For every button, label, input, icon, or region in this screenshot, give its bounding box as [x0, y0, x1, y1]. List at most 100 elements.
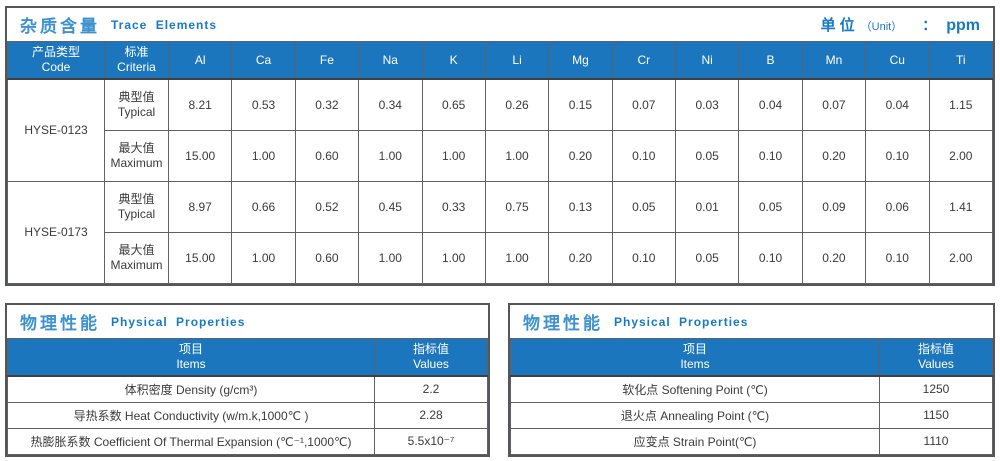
value-cell: 15.00 — [167, 129, 233, 182]
unit-label-zh: 单位 — [820, 17, 859, 34]
criteria-en: Typical — [117, 206, 156, 221]
criteria-header-en: Criteria — [117, 60, 156, 74]
value-cell: 0.05 — [738, 180, 803, 233]
criteria-cell: 最大值 Maximum — [104, 129, 169, 182]
value-cell: 0.10 — [611, 231, 677, 284]
value-cell: 0.75 — [484, 180, 550, 233]
column-header-element-mg: Mg — [548, 41, 613, 80]
value-cell: 2.28 — [374, 401, 488, 429]
item-cell: 应变点 Strain Point(℃) — [510, 427, 880, 455]
unit-colon: ： — [922, 17, 937, 33]
value-cell: 1.00 — [484, 231, 550, 284]
value-cell: 0.10 — [611, 129, 677, 182]
column-header-items: 项目 Items — [510, 338, 880, 377]
value-cell: 2.00 — [928, 231, 993, 284]
column-header-element-cr: Cr — [611, 41, 677, 80]
item-cell: 软化点 Softening Point (℃) — [510, 375, 880, 403]
code-header-zh: 产品类型 — [31, 45, 80, 59]
item-cell: 体积密度 Density (g/cm³) — [7, 375, 375, 403]
physical-properties-panel-right: 物理性能 Physical Properties 项目 Items 指标值 Va… — [508, 303, 995, 457]
column-header-values: 指标值 Values — [879, 338, 993, 377]
value-cell: 0.20 — [801, 231, 867, 284]
column-header-element-b: B — [738, 41, 803, 80]
value-cell: 0.05 — [674, 129, 740, 182]
physical-right-header: 项目 Items 指标值 Values — [510, 338, 993, 377]
value-cell: 2.00 — [928, 129, 993, 182]
criteria-en: Maximum — [110, 257, 163, 272]
physical-left-title-zh: 物理性能 — [20, 314, 100, 333]
trace-elements-titlebar: 杂质含量 Trace Elements 单位 （Unit） ： ppm — [7, 8, 993, 41]
table-row-annealing-point: 退火点 Annealing Point (℃) 1150 — [510, 401, 993, 429]
item-cell: 热膨胀系数 Coefficient Of Thermal Expansion (… — [7, 427, 375, 455]
column-header-element-ti: Ti — [928, 41, 993, 80]
value-cell: 0.13 — [548, 180, 613, 233]
value-cell: 0.45 — [358, 180, 423, 233]
physical-right-titlebar: 物理性能 Physical Properties — [510, 305, 993, 338]
value-cell: 0.07 — [611, 78, 677, 131]
value-cell: 1150 — [879, 401, 993, 429]
physical-right-title-en: Physical Properties — [614, 314, 749, 329]
physical-left-header: 项目 Items 指标值 Values — [7, 338, 488, 377]
criteria-cell: 典型值 Typical — [104, 78, 169, 131]
column-header-element-fe: Fe — [294, 41, 360, 80]
value-cell: 0.09 — [801, 180, 867, 233]
column-header-element-k: K — [421, 41, 486, 80]
values-header-en: Values — [918, 357, 954, 371]
trace-elements-table: 产品类型 Code 标准 Criteria Al Ca Fe Na K Li M… — [7, 41, 993, 284]
value-cell: 0.05 — [611, 180, 677, 233]
column-header-values: 指标值 Values — [374, 338, 488, 377]
criteria-cell: 最大值 Maximum — [104, 231, 169, 284]
trace-title-en: Trace Elements — [111, 17, 218, 32]
value-cell: 1.00 — [421, 129, 486, 182]
value-cell: 0.10 — [865, 129, 930, 182]
value-cell: 0.52 — [294, 180, 360, 233]
value-cell: 0.15 — [548, 78, 613, 131]
value-cell: 1.00 — [231, 129, 296, 182]
column-header-element-ni: Ni — [674, 41, 740, 80]
value-cell: 1.41 — [928, 180, 993, 233]
table-row-heat-conductivity: 导热系数 Heat Conductivity (w/m.k,1000℃ ) 2.… — [7, 401, 488, 429]
column-header-element-na: Na — [358, 41, 423, 80]
column-header-element-al: Al — [167, 41, 233, 80]
table-row-strain-point: 应变点 Strain Point(℃) 1110 — [510, 427, 993, 455]
table-row-thermal-expansion: 热膨胀系数 Coefficient Of Thermal Expansion (… — [7, 427, 488, 455]
value-cell: 0.32 — [294, 78, 360, 131]
values-header-zh: 指标值 — [412, 342, 449, 356]
column-header-element-li: Li — [484, 41, 550, 80]
value-cell: 0.06 — [865, 180, 930, 233]
column-header-items: 项目 Items — [7, 338, 375, 377]
table-row-hyse0173-typical: HYSE-0173 典型值 Typical 8.97 0.66 0.52 0.4… — [7, 180, 993, 284]
items-header-en: Items — [680, 357, 710, 371]
physical-right-title-zh: 物理性能 — [523, 314, 603, 333]
value-cell: 0.01 — [674, 180, 740, 233]
criteria-en: Typical — [117, 104, 156, 119]
value-cell: 0.20 — [801, 129, 867, 182]
value-cell: 0.20 — [548, 231, 613, 284]
code-header-en: Code — [41, 60, 71, 74]
value-cell: 0.04 — [738, 78, 803, 131]
physical-properties-table-right: 项目 Items 指标值 Values 软化点 Softening Point … — [510, 338, 993, 455]
table-row-softening-point: 软化点 Softening Point (℃) 1250 — [510, 375, 993, 403]
items-header-en: Items — [176, 357, 206, 371]
value-cell: 0.10 — [738, 129, 803, 182]
item-cell: 退火点 Annealing Point (℃) — [510, 401, 880, 429]
value-cell: 0.05 — [674, 231, 740, 284]
value-cell: 0.10 — [865, 231, 930, 284]
value-cell: 15.00 — [167, 231, 233, 284]
value-cell: 0.20 — [548, 129, 613, 182]
physical-left-titlebar: 物理性能 Physical Properties — [7, 305, 488, 338]
criteria-zh: 典型值 — [118, 89, 155, 104]
column-header-criteria: 标准 Criteria — [104, 41, 169, 80]
physical-properties-table-left: 项目 Items 指标值 Values 体积密度 Density (g/cm³)… — [7, 338, 488, 455]
table-row-density: 体积密度 Density (g/cm³) 2.2 — [7, 375, 488, 403]
value-cell: 1.00 — [484, 129, 550, 182]
value-cell: 0.10 — [738, 231, 803, 284]
table-row-hyse0123-typical: HYSE-0123 典型值 Typical 8.21 0.53 0.32 0.3… — [7, 78, 993, 182]
physical-properties-panel-left: 物理性能 Physical Properties 项目 Items 指标值 Va… — [5, 303, 490, 457]
value-cell: 0.60 — [294, 231, 360, 284]
trace-title-zh: 杂质含量 — [20, 17, 100, 36]
unit-label: 单位 （Unit） ： ppm — [821, 14, 980, 35]
product-code-cell: HYSE-0123 — [7, 78, 105, 182]
value-cell: 1.00 — [358, 231, 423, 284]
